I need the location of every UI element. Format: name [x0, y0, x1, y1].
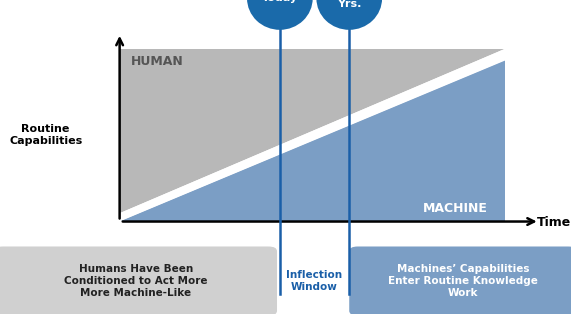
Text: Routine
Capabilities: Routine Capabilities — [9, 124, 82, 146]
Polygon shape — [120, 49, 505, 221]
Text: Inflection
Window: Inflection Window — [287, 270, 343, 292]
Text: 10–20
Yrs.: 10–20 Yrs. — [331, 0, 367, 9]
Text: MACHINE: MACHINE — [423, 202, 488, 215]
Polygon shape — [120, 49, 505, 213]
Text: Today: Today — [262, 0, 298, 3]
Text: Machines’ Capabilities
Enter Routine Knowledge
Work: Machines’ Capabilities Enter Routine Kno… — [388, 264, 538, 298]
Polygon shape — [120, 49, 505, 221]
Text: HUMAN: HUMAN — [131, 55, 184, 68]
Text: Time: Time — [537, 216, 571, 230]
Text: Humans Have Been
Conditioned to Act More
More Machine-Like: Humans Have Been Conditioned to Act More… — [64, 264, 207, 298]
